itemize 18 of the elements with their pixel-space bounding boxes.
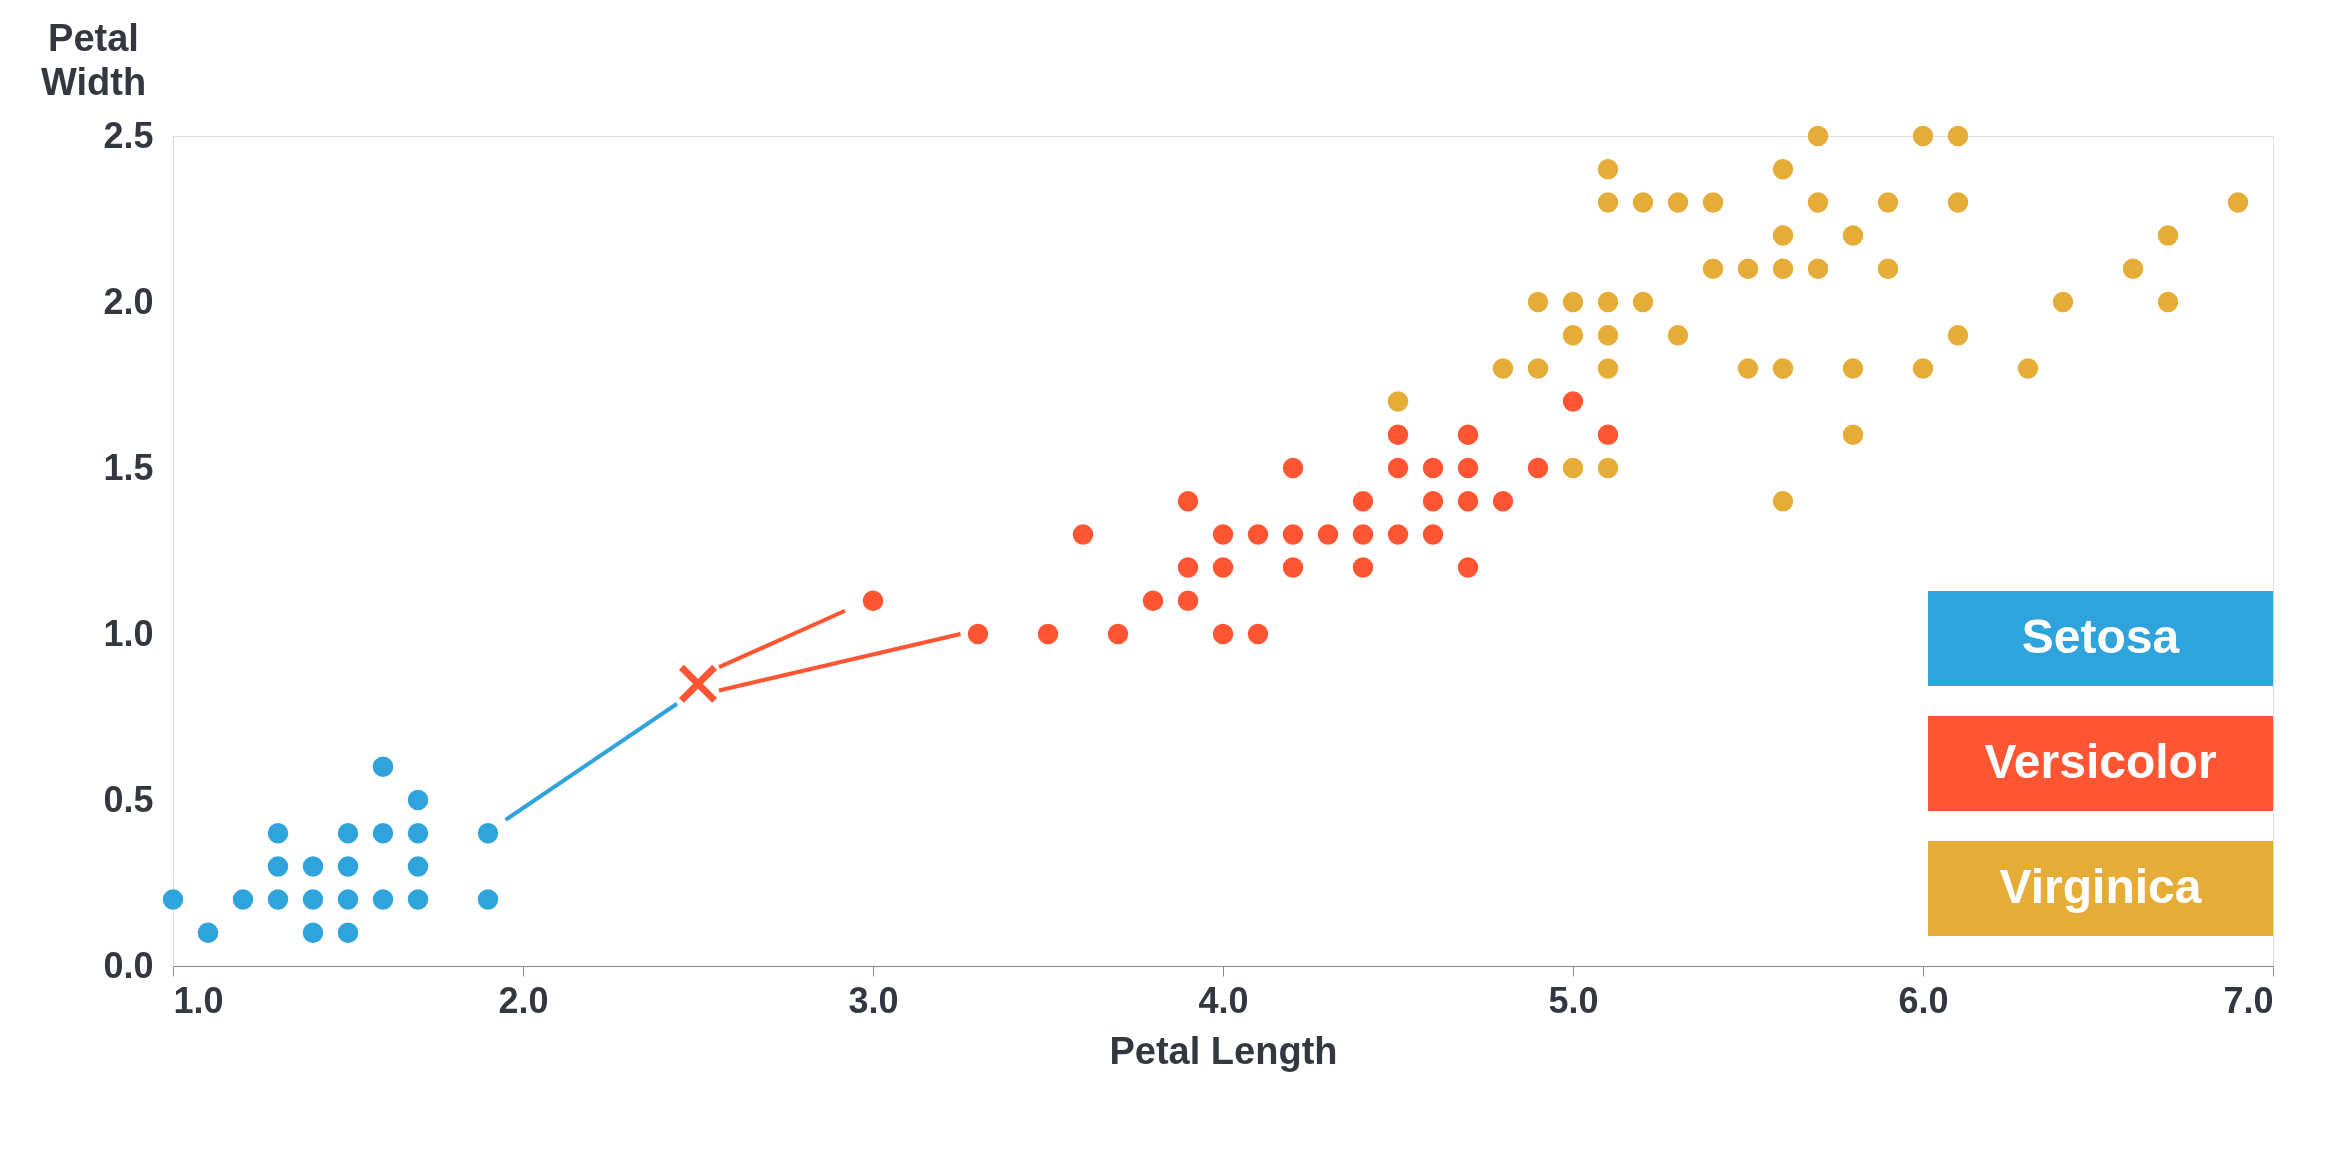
text: Setosa — [2021, 609, 2180, 663]
y-tick-label: 0.5 — [103, 778, 154, 820]
text: Versicolor — [1984, 734, 2217, 788]
x-axis-title: Petal Length — [1109, 1029, 1338, 1072]
x-tick-label: 4.0 — [1198, 979, 1249, 1021]
x-tick-label: 3.0 — [848, 979, 899, 1021]
y-tick-label: 1.5 — [103, 446, 154, 488]
x-tick-label: 1.0 — [173, 979, 224, 1021]
y-tick-label: 2.5 — [103, 114, 154, 156]
y-tick-label: 0.0 — [103, 944, 154, 986]
x-tick-label: 5.0 — [1548, 979, 1599, 1021]
text: Virginica — [1999, 859, 2202, 913]
x-tick-label: 2.0 — [498, 979, 549, 1021]
y-tick-label: 1.0 — [103, 612, 154, 654]
y-axis-title: Petal Width — [40, 16, 147, 103]
x-tick-label: 6.0 — [1898, 979, 1949, 1021]
x-tick-label: 7.0 — [2223, 979, 2274, 1021]
y-tick-label: 2.0 — [103, 280, 154, 322]
